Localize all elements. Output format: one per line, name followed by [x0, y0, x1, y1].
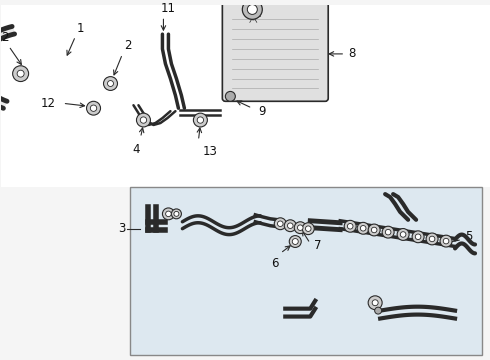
Bar	[0, 5, 490, 187]
Circle shape	[429, 236, 435, 242]
Text: 5: 5	[465, 230, 472, 243]
Circle shape	[385, 229, 391, 235]
Text: 1: 1	[76, 22, 84, 35]
Text: 3: 3	[118, 222, 125, 235]
Circle shape	[412, 231, 424, 243]
Circle shape	[247, 5, 257, 14]
FancyBboxPatch shape	[222, 1, 328, 101]
Text: 2: 2	[1, 31, 8, 44]
Polygon shape	[5, 27, 12, 36]
Text: 10: 10	[273, 10, 288, 23]
Circle shape	[140, 117, 147, 123]
Circle shape	[274, 218, 286, 230]
Circle shape	[13, 66, 28, 82]
Circle shape	[368, 296, 382, 310]
Text: 8: 8	[348, 48, 356, 60]
Circle shape	[357, 222, 369, 234]
Circle shape	[371, 227, 377, 233]
Circle shape	[288, 223, 293, 229]
Text: 6: 6	[271, 257, 279, 270]
Bar	[130, 187, 482, 355]
Circle shape	[225, 91, 235, 101]
Circle shape	[246, 9, 260, 23]
Circle shape	[400, 232, 406, 237]
Circle shape	[375, 307, 382, 314]
Circle shape	[194, 113, 207, 127]
Polygon shape	[0, 100, 7, 108]
Circle shape	[347, 224, 353, 229]
Circle shape	[243, 0, 262, 19]
Circle shape	[416, 234, 421, 239]
Polygon shape	[0, 99, 4, 107]
Circle shape	[284, 220, 296, 231]
Circle shape	[397, 229, 409, 240]
Circle shape	[297, 225, 303, 230]
Polygon shape	[0, 30, 6, 38]
Circle shape	[174, 211, 179, 216]
Circle shape	[305, 226, 311, 231]
Circle shape	[137, 113, 150, 127]
Circle shape	[372, 300, 378, 306]
Polygon shape	[0, 31, 3, 39]
Polygon shape	[9, 26, 15, 35]
Circle shape	[197, 117, 203, 123]
Circle shape	[277, 221, 283, 226]
Circle shape	[440, 235, 452, 247]
Circle shape	[250, 13, 257, 20]
Circle shape	[426, 233, 438, 245]
Text: 2: 2	[124, 39, 132, 52]
Circle shape	[443, 238, 449, 244]
Circle shape	[166, 211, 171, 217]
Circle shape	[172, 209, 181, 219]
Circle shape	[360, 225, 366, 231]
Circle shape	[163, 208, 174, 220]
Circle shape	[368, 224, 380, 236]
Circle shape	[87, 101, 100, 115]
Circle shape	[344, 220, 356, 232]
Circle shape	[103, 77, 118, 90]
Text: 13: 13	[202, 145, 217, 158]
Circle shape	[17, 70, 24, 77]
Circle shape	[382, 226, 394, 238]
Circle shape	[292, 239, 298, 244]
Polygon shape	[2, 28, 9, 37]
Text: 9: 9	[258, 105, 266, 118]
Polygon shape	[0, 98, 1, 105]
Circle shape	[90, 105, 97, 111]
Circle shape	[302, 223, 314, 235]
Circle shape	[294, 222, 306, 234]
Circle shape	[289, 235, 301, 247]
Text: 7: 7	[314, 239, 322, 252]
Text: 12: 12	[41, 97, 55, 110]
Text: 11: 11	[161, 3, 176, 15]
Circle shape	[107, 81, 114, 86]
Text: 4: 4	[133, 143, 140, 156]
